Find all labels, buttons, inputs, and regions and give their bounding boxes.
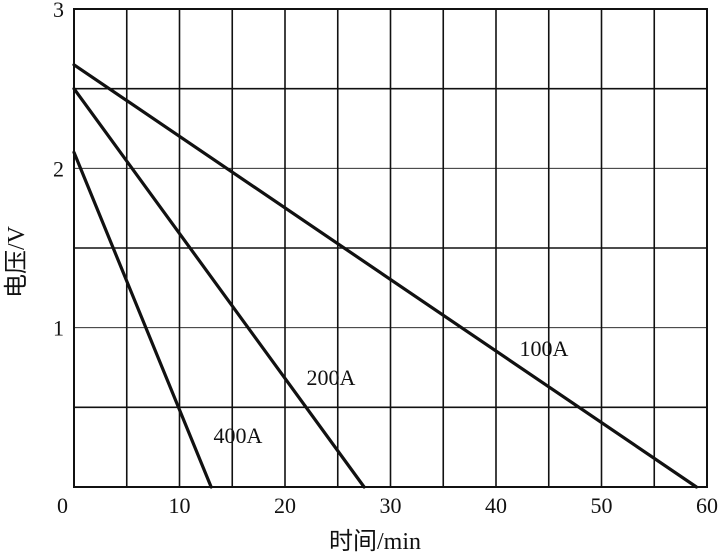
x-tick-label: 40 [485, 493, 507, 518]
x-tick-label: 0 [57, 493, 68, 518]
x-tick-label: 50 [591, 493, 613, 518]
series-line-200a [72, 87, 366, 489]
series-label-200a: 200A [307, 365, 356, 390]
x-tick-label: 60 [696, 493, 718, 518]
x-tick-label: 20 [274, 493, 296, 518]
x-axis-label: 时间/min [329, 528, 421, 555]
series-lines [72, 63, 699, 489]
x-tick-label: 10 [169, 493, 191, 518]
tick-labels: 0 10 20 30 40 50 60 1 2 3 [53, 0, 718, 518]
y-tick-label: 3 [53, 0, 64, 22]
x-tick-label: 30 [380, 493, 402, 518]
grid [74, 9, 707, 487]
y-tick-label: 2 [53, 156, 64, 181]
y-tick-label: 1 [53, 316, 64, 341]
series-label-400a: 400A [214, 423, 263, 448]
series-line-100a [72, 63, 699, 489]
y-axis-label: 电压/V [3, 225, 30, 298]
series-label-100a: 100A [520, 336, 569, 361]
series-labels: 100A 200A 400A [214, 336, 569, 448]
series-line-400a [72, 150, 213, 489]
plot-frame [73, 8, 708, 488]
